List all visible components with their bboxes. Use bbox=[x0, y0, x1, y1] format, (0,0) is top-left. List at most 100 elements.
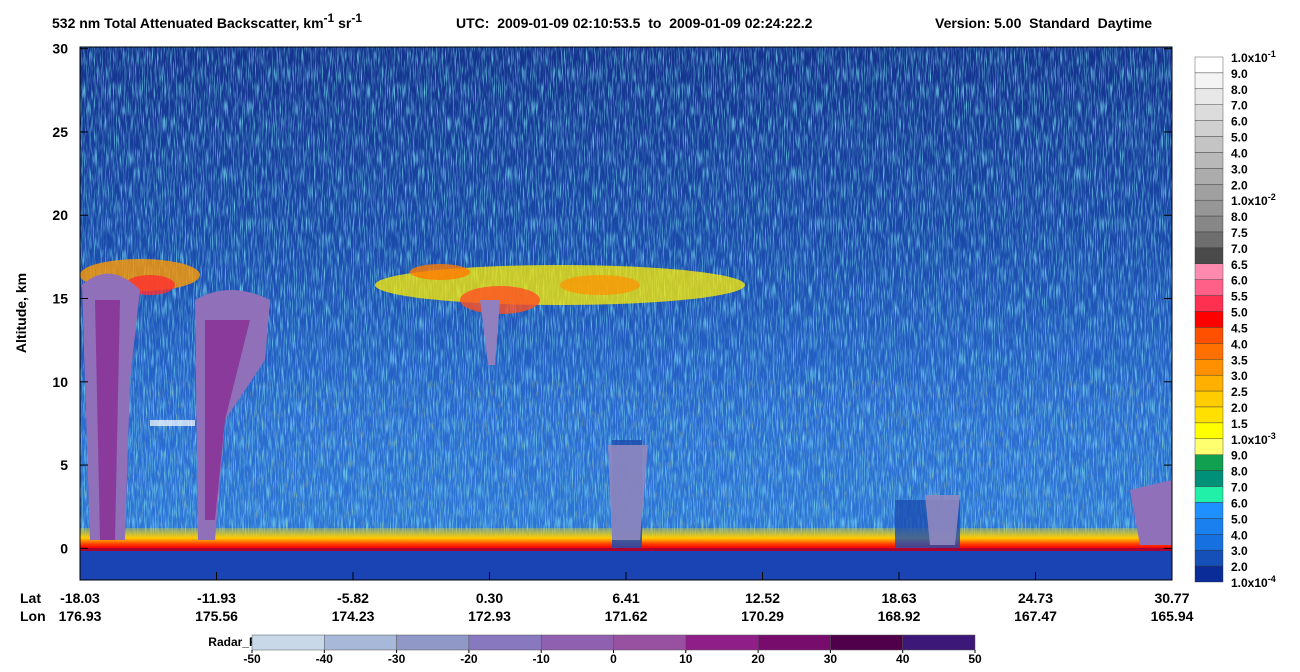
radar-tick-label: -10 bbox=[533, 652, 551, 666]
radar-tick-label: 30 bbox=[824, 652, 838, 666]
lat-label: 6.41 bbox=[612, 590, 639, 606]
colorbar-swatch bbox=[1194, 152, 1224, 169]
colorbar-label: 2.0 bbox=[1231, 178, 1248, 192]
colorbar-label: 6.0 bbox=[1231, 496, 1248, 510]
colorbar-swatch bbox=[1194, 184, 1224, 201]
colorbar-swatch bbox=[1194, 374, 1224, 392]
colorbar-swatch bbox=[1194, 565, 1224, 583]
radar-tick-label: -50 bbox=[243, 652, 261, 666]
colorbar-swatch bbox=[1194, 486, 1224, 503]
colorbar-swatch bbox=[1194, 136, 1224, 153]
colorbar-label: 4.0 bbox=[1231, 528, 1248, 542]
lat-label: 0.30 bbox=[476, 590, 503, 606]
x-row-label: Lat bbox=[20, 590, 41, 606]
colorbar-label: 4.5 bbox=[1231, 321, 1248, 335]
colorbar-label: 8.0 bbox=[1231, 210, 1248, 224]
colorbar-label-exp: -2 bbox=[1268, 192, 1276, 202]
radar-swatch bbox=[685, 634, 759, 651]
radar-swatch bbox=[396, 634, 470, 651]
colorbar-label: 7.0 bbox=[1231, 481, 1248, 495]
lon-label: 168.92 bbox=[878, 608, 921, 624]
chart-title: 532 nm Total Attenuated Backscatter, km-… bbox=[52, 11, 362, 31]
colorbar-label: 7.0 bbox=[1231, 242, 1248, 256]
colorbar-label: 1.5 bbox=[1231, 417, 1248, 431]
radar-swatch bbox=[324, 634, 397, 651]
radar-tick-label: -40 bbox=[316, 652, 334, 666]
colorbar-swatch bbox=[1194, 549, 1224, 567]
lat-label: -18.03 bbox=[60, 590, 100, 606]
colorbar-swatch bbox=[1194, 263, 1224, 280]
colorbar-label: 8.0 bbox=[1231, 465, 1248, 479]
colorbar-label: 1.0x10-2 bbox=[1231, 192, 1276, 208]
radar-swatch bbox=[830, 634, 903, 651]
colorbar-swatch bbox=[1194, 311, 1224, 328]
colorbar-swatch bbox=[1194, 247, 1224, 265]
colorbar-label: 3.0 bbox=[1231, 544, 1248, 558]
colorbar-swatch bbox=[1194, 406, 1224, 424]
y-axis-label: Altitude, km bbox=[13, 273, 29, 353]
colorbar-swatch bbox=[1194, 104, 1224, 121]
colorbar-swatch bbox=[1194, 72, 1224, 90]
colorbar-label: 3.0 bbox=[1231, 369, 1248, 383]
lon-label: 174.23 bbox=[332, 608, 375, 624]
y-tick-label: 10 bbox=[52, 374, 68, 390]
radar-swatch bbox=[540, 634, 614, 651]
radar-tick-label: 40 bbox=[896, 652, 910, 666]
colorbar-label: 5.5 bbox=[1231, 290, 1248, 304]
colorbar-label: 6.0 bbox=[1231, 115, 1248, 129]
colorbar-swatch bbox=[1194, 390, 1224, 408]
colorbar-swatch bbox=[1194, 359, 1224, 376]
colorbar-label: 8.0 bbox=[1231, 83, 1248, 97]
colorbar-swatch bbox=[1194, 534, 1224, 551]
lat-label: -11.93 bbox=[197, 590, 236, 606]
colorbar-label-base: 1.0x10 bbox=[1231, 433, 1268, 447]
lon-label: 165.94 bbox=[1151, 608, 1194, 624]
curtain bbox=[80, 47, 1172, 580]
colorbar-swatch bbox=[1194, 343, 1224, 360]
colorbar-label: 1.0x10-4 bbox=[1231, 574, 1276, 590]
radar-swatch bbox=[757, 634, 831, 651]
colorbar-swatch bbox=[1194, 120, 1224, 137]
y-tick-label: 25 bbox=[52, 124, 68, 140]
lat-label: 12.52 bbox=[745, 590, 780, 606]
colorbar-label-base: 1.0x10 bbox=[1231, 576, 1268, 590]
radar-tick-label: -20 bbox=[460, 652, 478, 666]
colorbar-swatch bbox=[1194, 231, 1224, 249]
colorbar-swatch bbox=[1194, 295, 1224, 312]
y-tick-label: 5 bbox=[60, 457, 68, 473]
lat-label: 30.77 bbox=[1154, 590, 1189, 606]
colorbar-label: 4.0 bbox=[1231, 337, 1248, 351]
lat-label: 24.73 bbox=[1018, 590, 1053, 606]
colorbar-label: 9.0 bbox=[1231, 449, 1248, 463]
colorbar-swatch bbox=[1194, 279, 1224, 296]
radar-tick-label: 20 bbox=[751, 652, 765, 666]
utc: UTC: 2009-01-09 02:10:53.5 to 2009-01-09… bbox=[456, 15, 813, 31]
version: Version: 5.00 Standard Daytime bbox=[935, 15, 1152, 31]
colorbar-swatch bbox=[1194, 470, 1224, 487]
y-tick-label: 20 bbox=[52, 207, 68, 223]
colorbar-label: 6.5 bbox=[1231, 258, 1248, 272]
lon-label: 167.47 bbox=[1014, 608, 1057, 624]
lon-label: 172.93 bbox=[468, 608, 511, 624]
radar-swatch bbox=[468, 634, 542, 651]
radar-tick-label: 50 bbox=[968, 652, 982, 666]
colorbar-label: 1.0x10-3 bbox=[1231, 431, 1276, 447]
colorbar-swatch bbox=[1194, 168, 1224, 185]
radar-tick-label: 0 bbox=[610, 652, 617, 666]
colorbar-swatch bbox=[1194, 88, 1224, 105]
colorbar-label-exp: -4 bbox=[1268, 574, 1276, 584]
colorbar-swatch bbox=[1194, 518, 1224, 535]
colorbar-label: 2.0 bbox=[1231, 401, 1248, 415]
colorbar-label: 7.5 bbox=[1231, 226, 1248, 240]
colorbar-label: 5.0 bbox=[1231, 131, 1248, 145]
radar-tick-label: 10 bbox=[679, 652, 693, 666]
colorbar-swatch bbox=[1194, 438, 1224, 455]
colorbar-label: 4.0 bbox=[1231, 146, 1248, 160]
x-row-label: Lon bbox=[20, 608, 46, 624]
y-tick-label: 30 bbox=[52, 41, 68, 57]
colorbar-label-exp: -3 bbox=[1268, 431, 1276, 441]
radar-swatch bbox=[251, 634, 325, 651]
colorbar-label: 7.0 bbox=[1231, 99, 1248, 113]
colorbar-swatch bbox=[1194, 56, 1224, 74]
